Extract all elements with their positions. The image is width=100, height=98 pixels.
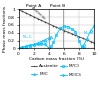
- M$_{23}$C$_6$: [41, 44, 42, 45]
- M$_7$C$_3$: [79, 41, 80, 42]
- Austenite: [29, 14, 30, 15]
- Austenite: [67, 32, 69, 33]
- M$_3$C: [48, 37, 50, 38]
- M$_{23}$C$_6$: [26, 46, 27, 47]
- M$_7$C$_3$: [83, 48, 84, 49]
- Line: M$_{23}$C$_6$: M$_{23}$C$_6$: [18, 43, 50, 49]
- M$_3$C: [18, 48, 19, 49]
- Austenite: [82, 38, 84, 39]
- Text: M$_{23}$C$_6$: M$_{23}$C$_6$: [22, 34, 34, 41]
- M$_3$C: [41, 41, 42, 42]
- M$_3$C: [33, 44, 34, 45]
- Y-axis label: Phase mass fractions: Phase mass fractions: [3, 6, 7, 52]
- Austenite: [79, 36, 80, 37]
- M$_7$C$_3$: [64, 26, 65, 27]
- M$_7$C$_3$: [51, 46, 52, 47]
- M$_7$C$_3$: [75, 31, 76, 32]
- Austenite: [41, 20, 42, 21]
- Austenite: [90, 41, 91, 42]
- Austenite: [44, 21, 46, 23]
- M$_3$C: [37, 42, 38, 44]
- Text: M$_{23}$C$_6$: M$_{23}$C$_6$: [83, 30, 95, 37]
- Austenite: [48, 23, 50, 24]
- M$_{23}$C$_6$: [18, 48, 19, 49]
- M$_7$C$_3$: [81, 46, 82, 47]
- Line: M$_3$C: M$_3$C: [17, 35, 52, 50]
- X-axis label: Carbon mass fraction (%): Carbon mass fraction (%): [29, 57, 84, 61]
- Text: Austenite: Austenite: [31, 6, 47, 21]
- Text: M$_3$C: M$_3$C: [41, 39, 50, 46]
- M$_3$C: [26, 46, 27, 47]
- M$_7$C$_3$: [71, 28, 72, 29]
- Line: Austenite: Austenite: [18, 9, 95, 44]
- Austenite: [75, 35, 76, 36]
- Austenite: [52, 25, 53, 26]
- M$_7$C$_3$: [48, 48, 50, 49]
- Text: Point A: Point A: [26, 4, 41, 8]
- Line: M$_7$C$_3$: M$_7$C$_3$: [48, 25, 85, 50]
- M$_3$C: [44, 39, 46, 40]
- M$_7$C$_3$: [60, 28, 61, 29]
- Austenite: [94, 42, 95, 44]
- M$_7$C$_3$: [56, 34, 57, 35]
- Legend: Austenite, M$_3$C, M$_7$C$_3$, M$_{23}$C$_6$: Austenite, M$_3$C, M$_7$C$_3$, M$_{23}$C…: [31, 62, 82, 79]
- M$_7$C$_3$: [67, 26, 69, 27]
- M$_{23}$C$_6$: [37, 44, 38, 45]
- M$_{23}$C$_6$: [22, 47, 23, 48]
- M$_3$C: [51, 36, 52, 37]
- M$_3$C: [29, 45, 30, 46]
- Austenite: [22, 11, 23, 12]
- Austenite: [26, 13, 27, 14]
- Text: M$_7$C$_3$: M$_7$C$_3$: [60, 26, 71, 33]
- Austenite: [33, 16, 34, 17]
- Austenite: [71, 33, 72, 34]
- Austenite: [64, 30, 65, 31]
- Text: Point B: Point B: [50, 4, 65, 8]
- Austenite: [60, 29, 61, 30]
- Austenite: [86, 39, 88, 41]
- Austenite: [37, 18, 38, 19]
- M$_{23}$C$_6$: [29, 45, 30, 46]
- M$_{23}$C$_6$: [44, 43, 46, 45]
- Austenite: [56, 27, 57, 28]
- M$_{23}$C$_6$: [48, 48, 50, 49]
- M$_{23}$C$_6$: [33, 44, 34, 45]
- M$_3$C: [22, 47, 23, 48]
- M$_7$C$_3$: [53, 42, 54, 43]
- Austenite: [18, 9, 19, 10]
